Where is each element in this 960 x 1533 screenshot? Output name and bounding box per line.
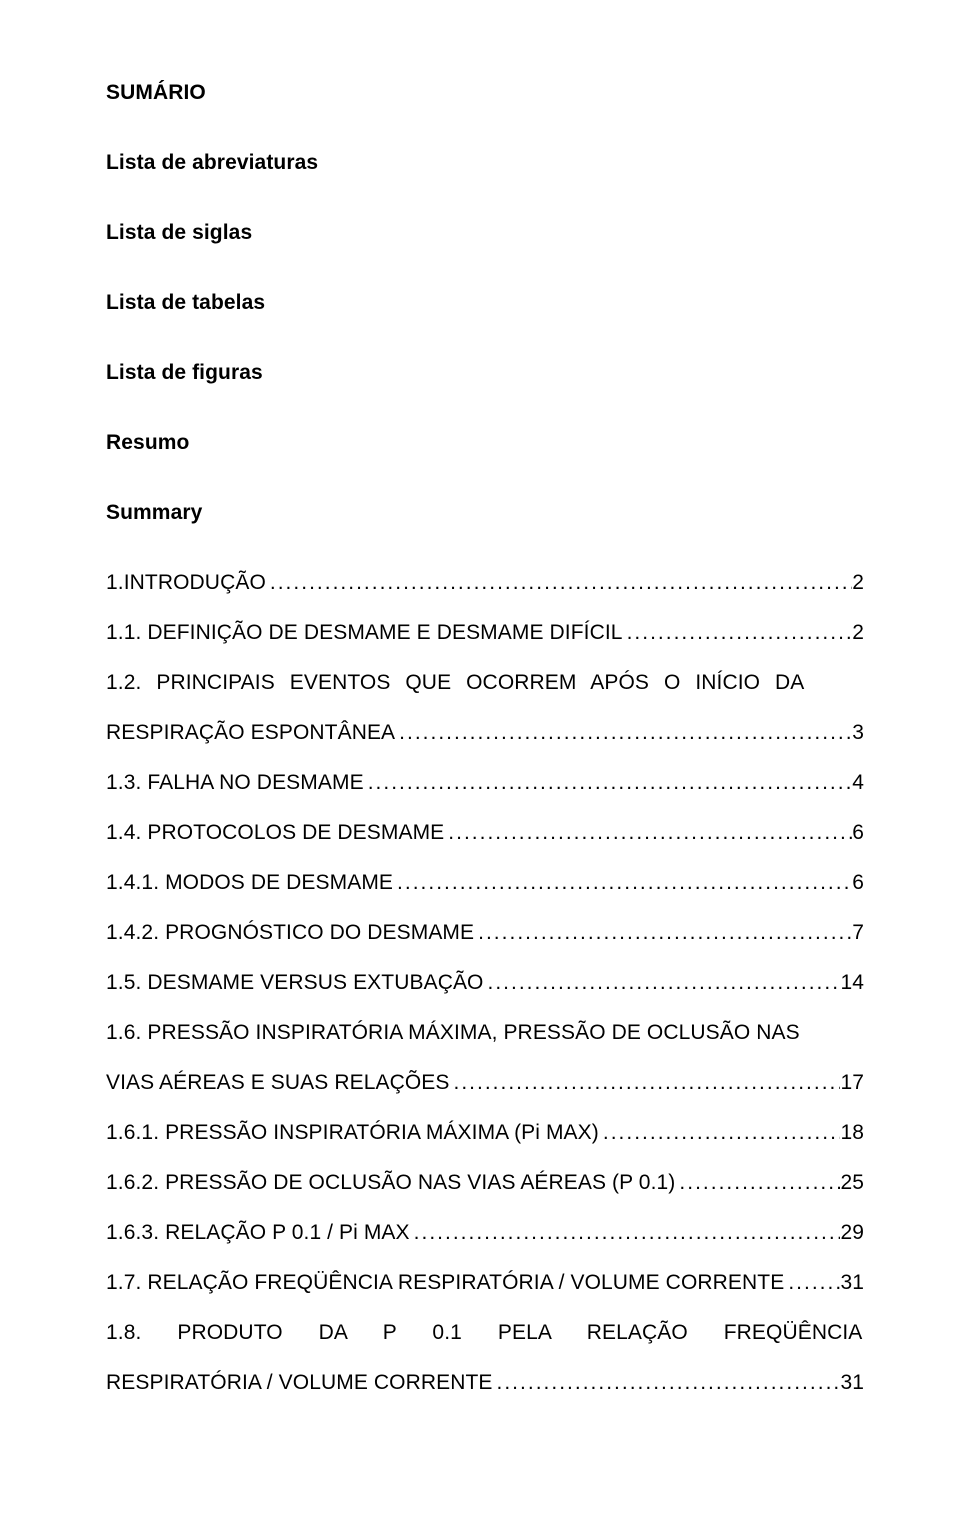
toc-entry-line2: RESPIRAÇÃO ESPONTÂNEA...................… xyxy=(106,712,864,754)
toc-leader-dots: ........................................… xyxy=(410,1212,841,1254)
front-matter-list: Lista de abreviaturas Lista de siglas Li… xyxy=(106,142,864,534)
toc-leader-dots: ........................................… xyxy=(474,912,852,954)
toc-entry-page: 18 xyxy=(840,1112,864,1154)
toc-entry-page: 2 xyxy=(852,612,864,654)
toc-leader-dots: ........................................… xyxy=(266,562,852,604)
toc-entry-label-cont: RESPIRAÇÃO ESPONTÂNEA xyxy=(106,712,395,754)
toc-entry-label: 1.1. DEFINIÇÃO DE DESMAME E DESMAME DIFÍ… xyxy=(106,612,623,654)
toc-entry-label-cont: RESPIRATÓRIA / VOLUME CORRENTE xyxy=(106,1362,493,1404)
toc-leader-dots: ........................................… xyxy=(493,1362,841,1404)
toc-entry-label: 1.INTRODUÇÃO xyxy=(106,562,266,604)
toc-entry: 1.4. PROTOCOLOS DE DESMAME..............… xyxy=(106,812,864,854)
toc-entry-page: 7 xyxy=(852,912,864,954)
toc-leader-dots: ........................................… xyxy=(395,712,852,754)
front-matter-item: Lista de siglas xyxy=(106,212,864,254)
toc-entry-label: 1.4.1. MODOS DE DESMAME xyxy=(106,862,393,904)
toc-entry-line1: 1.2. PRINCIPAIS EVENTOS QUE OCORREM APÓS… xyxy=(106,662,864,704)
toc-entry-line1: 1.8. PRODUTO DA P 0.1 PELA RELAÇÃO FREQÜ… xyxy=(106,1312,864,1354)
toc-entry-page: 3 xyxy=(852,712,864,754)
toc-entry: 1.4.1. MODOS DE DESMAME.................… xyxy=(106,862,864,904)
toc-entry-label: 1.6. PRESSÃO INSPIRATÓRIA MÁXIMA, PRESSÃ… xyxy=(106,1012,800,1054)
toc-entry-label: 1.7. RELAÇÃO FREQÜÊNCIA RESPIRATÓRIA / V… xyxy=(106,1262,784,1304)
toc-entry-label: 1.6.3. RELAÇÃO P 0.1 / Pi MAX xyxy=(106,1212,410,1254)
toc-entry-page: 6 xyxy=(852,812,864,854)
toc-entry-line2: RESPIRATÓRIA / VOLUME CORRENTE..........… xyxy=(106,1362,864,1404)
toc-leader-dots: ........................................… xyxy=(599,1112,841,1154)
toc-entry-page: 6 xyxy=(852,862,864,904)
toc-entry-line1: 1.6. PRESSÃO INSPIRATÓRIA MÁXIMA, PRESSÃ… xyxy=(106,1012,864,1054)
front-matter-item: Resumo xyxy=(106,422,864,464)
toc-leader-dots: ........................................… xyxy=(444,812,852,854)
toc-entry-line2: VIAS AÉREAS E SUAS RELAÇÕES.............… xyxy=(106,1062,864,1104)
toc-leader-dots: ........................................… xyxy=(623,612,853,654)
toc-entry-page: 2 xyxy=(852,562,864,604)
front-matter-item: Lista de figuras xyxy=(106,352,864,394)
toc-entry: 1.7. RELAÇÃO FREQÜÊNCIA RESPIRATÓRIA / V… xyxy=(106,1262,864,1304)
toc-leader-dots: ........................................… xyxy=(784,1262,840,1304)
toc-leader-dots: ........................................… xyxy=(484,962,841,1004)
front-matter-item: Summary xyxy=(106,492,864,534)
toc-leader-dots: ........................................… xyxy=(364,762,853,804)
toc-entry-label: 1.5. DESMAME VERSUS EXTUBAÇÃO xyxy=(106,962,484,1004)
toc-leader-dots: ........................................… xyxy=(675,1162,840,1204)
toc-entry-page: 31 xyxy=(840,1362,864,1404)
toc-entry-label: 1.4.2. PROGNÓSTICO DO DESMAME xyxy=(106,912,474,954)
toc-entry: 1.3. FALHA NO DESMAME...................… xyxy=(106,762,864,804)
toc-entry-label: 1.3. FALHA NO DESMAME xyxy=(106,762,364,804)
toc-entry-page: 31 xyxy=(840,1262,864,1304)
toc-entry-label: 1.2. PRINCIPAIS EVENTOS QUE OCORREM APÓS… xyxy=(106,662,804,704)
toc-entry-label: 1.8. PRODUTO DA P 0.1 PELA RELAÇÃO FREQÜ… xyxy=(106,1312,862,1354)
toc-entry-label-cont: VIAS AÉREAS E SUAS RELAÇÕES xyxy=(106,1062,450,1104)
front-matter-item: Lista de abreviaturas xyxy=(106,142,864,184)
toc-entry: 1.INTRODUÇÃO............................… xyxy=(106,562,864,604)
toc-entry-page: 4 xyxy=(852,762,864,804)
toc-entry-page: 25 xyxy=(840,1162,864,1204)
toc-entry: 1.6.1. PRESSÃO INSPIRATÓRIA MÁXIMA (Pi M… xyxy=(106,1112,864,1154)
toc-entry-page: 29 xyxy=(840,1212,864,1254)
toc-leader-dots: ........................................… xyxy=(393,862,852,904)
toc-entry: 1.5. DESMAME VERSUS EXTUBAÇÃO...........… xyxy=(106,962,864,1004)
toc-entry-label: 1.6.1. PRESSÃO INSPIRATÓRIA MÁXIMA (Pi M… xyxy=(106,1112,599,1154)
toc-entry-label: 1.6.2. PRESSÃO DE OCLUSÃO NAS VIAS AÉREA… xyxy=(106,1162,675,1204)
toc-leader-dots: ........................................… xyxy=(450,1062,841,1104)
page: SUMÁRIO Lista de abreviaturas Lista de s… xyxy=(0,0,960,1533)
toc-entry-page: 17 xyxy=(840,1062,864,1104)
toc-entry: 1.1. DEFINIÇÃO DE DESMAME E DESMAME DIFÍ… xyxy=(106,612,864,654)
toc-entry: 1.6.3. RELAÇÃO P 0.1 / Pi MAX...........… xyxy=(106,1212,864,1254)
toc-entry-page: 14 xyxy=(840,962,864,1004)
toc-entry-label: 1.4. PROTOCOLOS DE DESMAME xyxy=(106,812,444,854)
toc-entry: 1.6.2. PRESSÃO DE OCLUSÃO NAS VIAS AÉREA… xyxy=(106,1162,864,1204)
front-matter-item: Lista de tabelas xyxy=(106,282,864,324)
page-title: SUMÁRIO xyxy=(106,72,864,114)
toc-entry: 1.4.2. PROGNÓSTICO DO DESMAME...........… xyxy=(106,912,864,954)
heading-block: SUMÁRIO Lista de abreviaturas Lista de s… xyxy=(106,72,864,534)
table-of-contents: 1.INTRODUÇÃO............................… xyxy=(106,562,864,1404)
